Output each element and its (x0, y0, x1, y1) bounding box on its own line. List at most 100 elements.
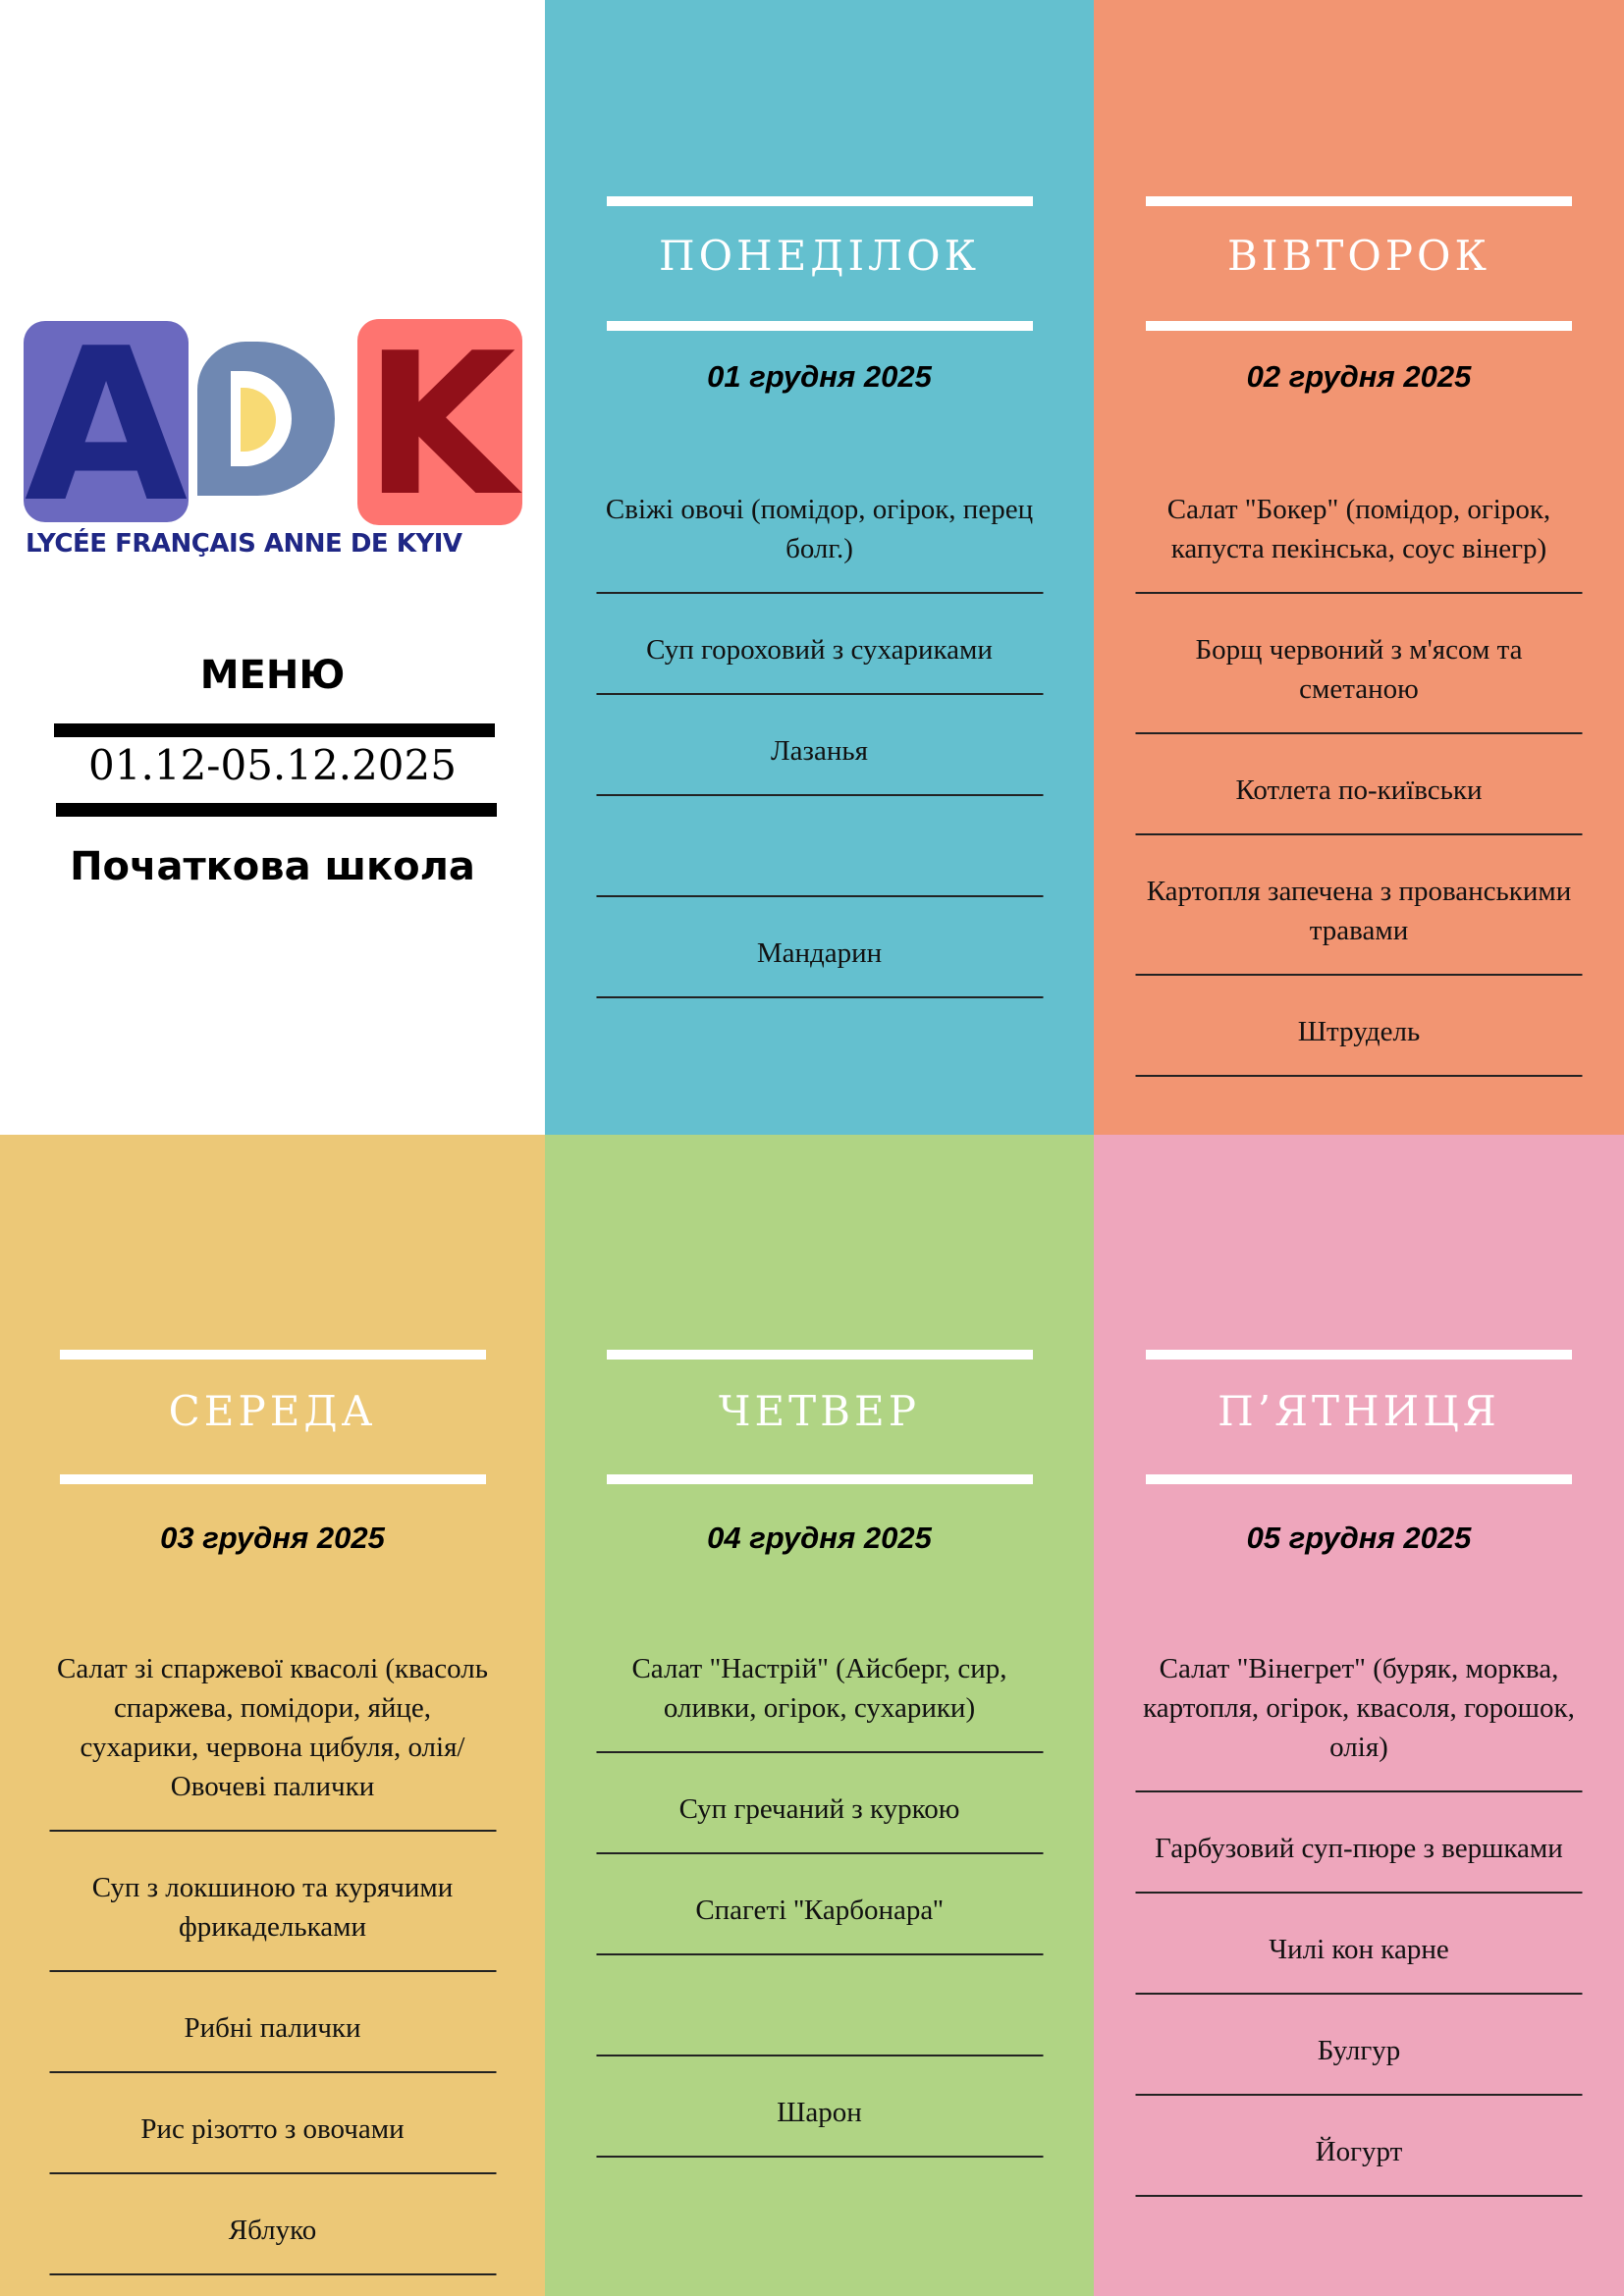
menu-item-text: Суп гороховий з сухариками (646, 634, 993, 666)
menu-title: МЕНЮ (199, 653, 346, 698)
menu-item: Салат "Вінегрет" (буряк, морква, картопл… (1135, 1613, 1583, 1792)
day-title: П’ЯТНИЦЯ (1218, 1387, 1500, 1435)
logo-school-name: LYCÉE FRANÇAIS ANNE DE KYIV (26, 529, 462, 559)
menu-item-text: Котлета по-київськи (1235, 774, 1483, 806)
menu-item: Лазанья (596, 695, 1043, 796)
menu-period: 01.12-05.12.2025 (88, 741, 457, 789)
menu-item-text: Яблуко (228, 2215, 317, 2246)
day-panel-thursday: ЧЕТВЕР 04 грудня 2025 Салат "Настрій" (А… (545, 1135, 1094, 2296)
day-panel-friday: П’ЯТНИЦЯ 05 грудня 2025 Салат "Вінегрет"… (1094, 1135, 1624, 2296)
day-panel-wednesday: СЕРЕДА 03 грудня 2025 Салат зі спаржевої… (0, 1135, 545, 2296)
menu-subtitle: Початкова школа (70, 844, 475, 889)
separator (596, 1751, 1043, 1753)
title-bar-bottom (1146, 1474, 1572, 1484)
menu-item-text: Борщ червоний з м'ясом та сметаною (1195, 634, 1523, 705)
day-panel-tuesday: ВІВТОРОК 02 грудня 2025 Салат "Бокер" (п… (1094, 0, 1624, 1135)
separator (49, 2273, 496, 2275)
day-title: ЧЕТВЕР (719, 1387, 920, 1435)
separator (596, 1953, 1043, 1955)
separator (1135, 732, 1583, 734)
separator (1135, 974, 1583, 976)
day-title: ПОНЕДІЛОК (658, 232, 981, 280)
menu-item-text: Суп гречаний з куркою (678, 1793, 960, 1825)
menu-item-text: Гарбузовий суп-пюре з вершками (1155, 1833, 1563, 1864)
menu-list: Салат "Бокер" (помідор, огірок, капуста … (1135, 454, 1583, 1077)
menu-item-text: Картопля запечена з прованськими травами (1146, 876, 1572, 946)
separator (49, 1830, 496, 1832)
menu-item: Шарон (596, 2056, 1043, 2158)
menu-item: Спагеті ''Карбонара'' (596, 1854, 1043, 1955)
menu-item: Салат зі спаржевої квасолі (квасоль спар… (49, 1613, 496, 1832)
separator (49, 2071, 496, 2073)
menu-item: Рибні палички (49, 1972, 496, 2073)
day-date: 04 грудня 2025 (707, 1521, 932, 1555)
menu-item: Йогурт (1135, 2096, 1583, 2197)
menu-item-text: Лазанья (771, 735, 868, 767)
menu-item-text: Рис різотто з овочами (140, 2113, 405, 2145)
day-date: 03 грудня 2025 (160, 1521, 385, 1555)
menu-item-text: Салат зі спаржевої квасолі (квасоль спар… (57, 1653, 488, 1802)
menu-item-text: Салат "Вінегрет" (буряк, морква, картопл… (1143, 1653, 1575, 1763)
menu-item: Борщ червоний з м'ясом та сметаною (1135, 594, 1583, 734)
menu-item: Мандарин (596, 897, 1043, 998)
separator (49, 2172, 496, 2174)
menu-item: Суп гороховий з сухариками (596, 594, 1043, 695)
menu-item: Рис різотто з овочами (49, 2073, 496, 2174)
title-bar-bottom (59, 1474, 486, 1484)
menu-item: Чилі кон карне (1135, 1894, 1583, 1995)
separator (596, 592, 1043, 594)
menu-item-text (596, 1992, 1043, 2031)
header-panel: A K LYCÉE FRANÇAIS ANNE DE KYIV МЕНЮ 01.… (0, 0, 545, 1135)
menu-item: Салат "Бокер" (помідор, огірок, капуста … (1135, 454, 1583, 594)
menu-item-text: Суп з локшиною та курячими фрикадельками (91, 1872, 454, 1943)
menu-list: Салат зі спаржевої квасолі (квасоль спар… (49, 1613, 496, 2275)
title-bar-top (1146, 196, 1572, 206)
separator (596, 2156, 1043, 2158)
menu-item: Картопля запечена з прованськими травами (1135, 835, 1583, 976)
menu-item-text: Свіжі овочі (помідор, огірок, перец болг… (605, 494, 1034, 564)
separator (596, 2055, 1043, 2056)
day-title: СЕРЕДА (168, 1387, 377, 1435)
menu-item: Суп з локшиною та курячими фрикадельками (49, 1832, 496, 1972)
title-bar-top (606, 196, 1033, 206)
menu-list: Салат "Настрій" (Айсберг, сир, оливки, о… (596, 1613, 1043, 2158)
menu-item: Салат "Настрій" (Айсберг, сир, оливки, о… (596, 1613, 1043, 1753)
separator (1135, 1892, 1583, 1894)
menu-item: Суп гречаний з куркою (596, 1753, 1043, 1854)
menu-item-text: Спагеті ''Карбонара'' (695, 1895, 944, 1926)
separator (49, 1970, 496, 1972)
menu-item: Штрудель (1135, 976, 1583, 1077)
menu-item: Булгур (1135, 1995, 1583, 2096)
menu-item-text: Булгур (1317, 2035, 1401, 2066)
day-date: 02 грудня 2025 (1246, 359, 1472, 394)
separator (596, 693, 1043, 695)
title-bar-bottom (1146, 321, 1572, 331)
menu-item-text: Йогурт (1315, 2136, 1403, 2167)
adk-logo: A K LYCÉE FRANÇAIS ANNE DE KYIV (24, 319, 524, 559)
separator (596, 996, 1043, 998)
menu-item-text: Рибні палички (184, 2012, 361, 2044)
separator (1135, 1993, 1583, 1995)
day-panel-monday: ПОНЕДІЛОК 01 грудня 2025 Свіжі овочі (по… (545, 0, 1094, 1135)
day-date: 05 грудня 2025 (1246, 1521, 1472, 1555)
day-title: ВІВТОРОК (1227, 232, 1490, 280)
separator (1135, 2195, 1583, 2197)
menu-item-text: Мандарин (756, 937, 883, 969)
divider (54, 723, 495, 737)
separator (1135, 833, 1583, 835)
menu-list: Свіжі овочі (помідор, огірок, перец болг… (596, 454, 1043, 998)
title-bar-top (59, 1350, 486, 1360)
menu-item-text: Шарон (777, 2097, 862, 2128)
title-bar-bottom (606, 321, 1033, 331)
title-bar-top (1146, 1350, 1572, 1360)
day-date: 01 грудня 2025 (707, 359, 932, 394)
menu-item: Свіжі овочі (помідор, огірок, перец болг… (596, 454, 1043, 594)
divider (56, 803, 497, 817)
menu-item-text (596, 832, 1043, 872)
menu-list: Салат "Вінегрет" (буряк, морква, картопл… (1135, 1613, 1583, 2197)
separator (596, 794, 1043, 796)
menu-item-text: Салат "Настрій" (Айсберг, сир, оливки, о… (631, 1653, 1007, 1724)
separator (1135, 1075, 1583, 1077)
menu-item: Яблуко (49, 2174, 496, 2275)
separator (1135, 1790, 1583, 1792)
